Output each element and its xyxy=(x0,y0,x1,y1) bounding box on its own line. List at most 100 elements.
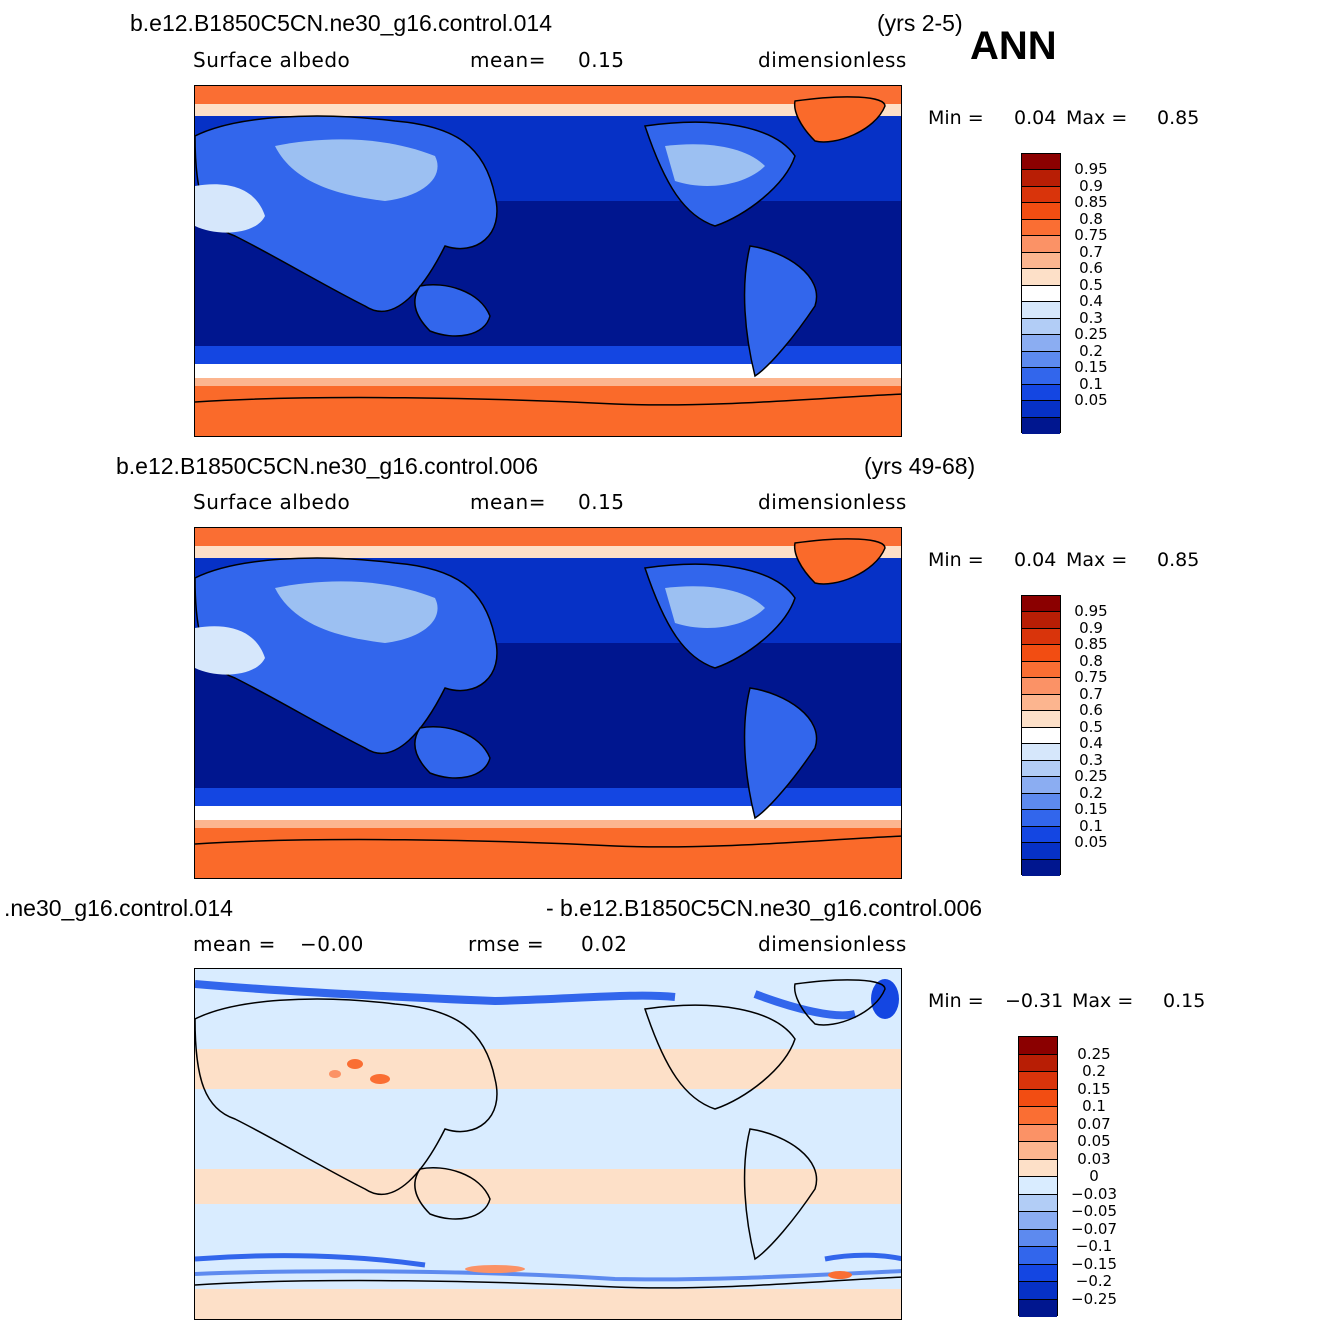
colorbar-tick-label: 0.7 xyxy=(1079,242,1103,261)
panel1-units: dimensionless xyxy=(758,48,907,72)
colorbar-swatch xyxy=(1022,596,1060,613)
colorbar-swatch xyxy=(1022,401,1060,418)
colorbar-swatch xyxy=(1022,269,1060,286)
panel3-case-left: .ne30_g16.control.014 xyxy=(4,895,233,921)
colorbar-tick-label: 0.25 xyxy=(1077,1044,1111,1063)
colorbar-tick-label: 0.2 xyxy=(1079,783,1103,802)
colorbar-swatch xyxy=(1022,661,1060,679)
panel3-mean-value: −0.00 xyxy=(300,932,364,956)
colorbar-swatch xyxy=(1022,417,1060,434)
panel2-variable: Surface albedo xyxy=(193,490,351,514)
colorbar-swatch xyxy=(1019,1194,1057,1212)
colorbar-tick-label: 0.8 xyxy=(1079,651,1103,670)
panel3-rmse-label: rmse = xyxy=(468,932,545,956)
colorbar-tick-label: 0.6 xyxy=(1079,259,1103,278)
colorbar-swatch xyxy=(1022,859,1060,876)
panel2-map-svg xyxy=(195,528,901,878)
colorbar-tick-label: 0.25 xyxy=(1074,767,1108,786)
colorbar-tick-label: −0.03 xyxy=(1071,1184,1117,1203)
panel1-years: (yrs 2-5) xyxy=(877,10,963,36)
colorbar-tick-label: 0.15 xyxy=(1074,800,1108,819)
colorbar-swatch xyxy=(1019,1037,1057,1055)
colorbar-tick-label: 0.3 xyxy=(1079,308,1103,327)
panel3-case-right: - b.e12.B1850C5CN.ne30_g16.control.006 xyxy=(546,895,983,921)
panel3-max-label: Max = xyxy=(1072,990,1134,1012)
colorbar-tick-label: 0.75 xyxy=(1074,668,1108,687)
colorbar-tick-label: −0.15 xyxy=(1071,1254,1117,1273)
colorbar-swatch xyxy=(1022,170,1060,187)
colorbar-tick-label: 0.9 xyxy=(1079,618,1103,637)
panel3-min-value: −0.31 xyxy=(1005,990,1064,1012)
panel1-max-value: 0.85 xyxy=(1157,107,1200,129)
colorbar-swatch xyxy=(1022,826,1060,844)
panel2-colorbar-boxes xyxy=(1022,596,1060,876)
colorbar-tick-label: 0.05 xyxy=(1074,833,1108,852)
colorbar-swatch xyxy=(1022,285,1060,303)
colorbar-swatch xyxy=(1019,1159,1057,1177)
colorbar-tick-label: 0.05 xyxy=(1077,1132,1111,1150)
panel1-map-svg xyxy=(195,86,901,436)
panel1-colorbar xyxy=(1021,153,1061,434)
colorbar-swatch xyxy=(1019,1142,1057,1160)
colorbar-swatch xyxy=(1022,645,1060,662)
colorbar-swatch xyxy=(1022,236,1060,253)
colorbar-swatch xyxy=(1022,694,1060,712)
panel1-min-label: Min = xyxy=(928,107,984,129)
panel1-mean-label: mean= xyxy=(470,48,546,72)
colorbar-tick-label: −0.05 xyxy=(1071,1202,1117,1220)
colorbar-tick-label: 0.2 xyxy=(1079,341,1103,360)
colorbar-swatch xyxy=(1019,1054,1057,1072)
colorbar-swatch xyxy=(1019,1229,1057,1247)
panel2-max-label: Max = xyxy=(1066,549,1128,571)
colorbar-swatch xyxy=(1019,1072,1057,1090)
colorbar-swatch xyxy=(1022,711,1060,728)
panel3-colorbar xyxy=(1018,1036,1058,1317)
colorbar-swatch xyxy=(1019,1107,1057,1125)
colorbar-tick-label: −0.1 xyxy=(1075,1237,1113,1255)
colorbar-tick-label: 0.2 xyxy=(1082,1062,1106,1080)
panel3-colorbar-boxes xyxy=(1019,1037,1057,1317)
colorbar-swatch xyxy=(1022,612,1060,629)
panel2-map xyxy=(194,527,902,879)
colorbar-tick-label: 0.85 xyxy=(1074,635,1108,654)
colorbar-tick-label: 0.9 xyxy=(1079,176,1103,195)
colorbar-tick-label: 0.3 xyxy=(1079,750,1103,769)
panel1-mean-value: 0.15 xyxy=(578,48,625,72)
colorbar-tick-label: 0.6 xyxy=(1079,701,1103,720)
colorbar-swatch xyxy=(1019,1124,1057,1142)
colorbar-tick-label: 0.05 xyxy=(1074,391,1108,410)
colorbar-swatch xyxy=(1019,1212,1057,1230)
colorbar-swatch xyxy=(1022,843,1060,860)
panel2-mean-label: mean= xyxy=(470,490,546,514)
colorbar-swatch xyxy=(1022,760,1060,778)
panel1-map xyxy=(194,85,902,437)
colorbar-swatch xyxy=(1022,744,1060,761)
colorbar-swatch xyxy=(1022,335,1060,352)
colorbar-swatch xyxy=(1022,186,1060,204)
colorbar-swatch xyxy=(1022,384,1060,402)
panel2-min-label: Min = xyxy=(928,549,984,571)
colorbar-tick-label: 0.1 xyxy=(1079,374,1103,393)
panel2-mean-value: 0.15 xyxy=(578,490,625,514)
colorbar-swatch xyxy=(1019,1177,1057,1195)
colorbar-tick-label: 0.5 xyxy=(1079,717,1103,736)
colorbar-swatch xyxy=(1019,1089,1057,1107)
colorbar-swatch xyxy=(1022,810,1060,827)
colorbar-tick-label: −0.07 xyxy=(1071,1219,1117,1238)
colorbar-swatch xyxy=(1022,318,1060,336)
colorbar-tick-label: 0.95 xyxy=(1074,602,1108,621)
panel1-variable: Surface albedo xyxy=(193,48,351,72)
colorbar-swatch xyxy=(1022,793,1060,811)
colorbar-tick-label: −0.25 xyxy=(1071,1289,1117,1308)
panel2-min-value: 0.04 xyxy=(1014,549,1057,571)
colorbar-tick-label: 0.4 xyxy=(1079,734,1103,753)
panel2-colorbar xyxy=(1021,595,1061,876)
colorbar-swatch xyxy=(1019,1247,1057,1265)
colorbar-tick-label: 0.85 xyxy=(1074,193,1108,212)
colorbar-swatch xyxy=(1019,1282,1057,1300)
colorbar-swatch xyxy=(1022,219,1060,237)
colorbar-tick-label: 0.95 xyxy=(1074,160,1108,179)
colorbar-swatch xyxy=(1022,368,1060,385)
panel1-min-value: 0.04 xyxy=(1014,107,1057,129)
colorbar-tick-label: 0.25 xyxy=(1074,325,1108,344)
